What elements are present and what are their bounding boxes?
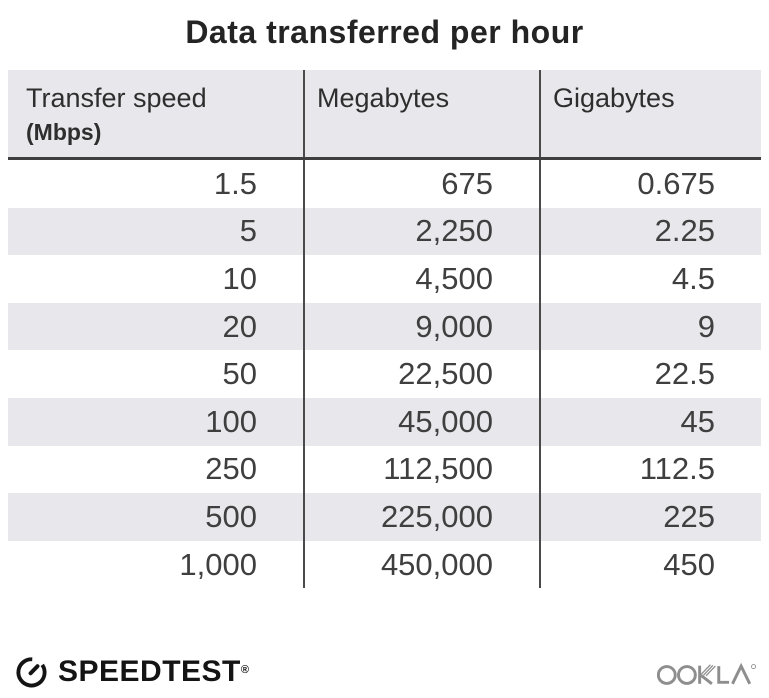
table-row: 500 225,000 225: [8, 493, 761, 541]
table-cell: 2,250: [303, 207, 539, 256]
speedtest-gauge-icon: [16, 657, 47, 688]
table-cell: 112.5: [539, 445, 761, 494]
header-label-transfer-speed: Transfer speed: [26, 83, 207, 113]
table-cell: 225,000: [303, 493, 539, 541]
table-row: 1.5 675 0.675: [8, 160, 761, 208]
table-cell: 22.5: [539, 350, 761, 398]
table-row: 1,000 450,000 450: [8, 540, 761, 589]
ookla-logo: [657, 662, 757, 685]
table-cell: 500: [205, 498, 257, 534]
footer: SPEEDTEST®: [14, 650, 757, 692]
table-row: 5 2,250 2.25: [8, 207, 761, 256]
table-cell: 4,500: [303, 255, 539, 303]
speedtest-logo: SPEEDTEST®: [14, 653, 249, 690]
table-body: 1.5 675 0.675 5 2,250 2.25 10 4,500 4.5 20 9,000 9 5…: [8, 160, 761, 589]
table-cell: 1,000: [179, 546, 257, 582]
header-label-gigabytes: Gigabytes: [553, 83, 675, 113]
table-cell: 45: [539, 397, 761, 446]
table-row: 250 112,500 112.5: [8, 445, 761, 494]
header-cell-megabytes: Megabytes: [303, 70, 539, 157]
table-cell: 5: [239, 213, 257, 249]
table-row: 10 4,500 4.5: [8, 255, 761, 303]
table-row: 50 22,500 22.5: [8, 350, 761, 398]
data-table: Transfer speed (Mbps) Megabytes Gigabyte…: [8, 70, 761, 589]
table-cell: 0.675: [539, 160, 761, 208]
header-cell-gigabytes: Gigabytes: [539, 70, 761, 157]
page-title: Data transferred per hour: [185, 14, 584, 50]
table-cell: 675: [303, 160, 539, 208]
table-cell: 9: [539, 302, 761, 351]
table-cell: 9,000: [303, 302, 539, 351]
table-cell: 22,500: [303, 350, 539, 398]
header-cell-transfer-speed: Transfer speed (Mbps): [8, 70, 303, 157]
table-cell: 450,000: [303, 540, 539, 589]
table-cell: 100: [205, 403, 257, 439]
table-cell: 225: [539, 493, 761, 541]
table-cell: 10: [222, 260, 257, 296]
header-sublabel-mbps: (Mbps): [26, 119, 102, 145]
table-header: Transfer speed (Mbps) Megabytes Gigabyte…: [8, 70, 761, 160]
table-row: 100 45,000 45: [8, 397, 761, 446]
speedtest-wordmark: SPEEDTEST®: [58, 654, 250, 688]
ookla-registered-mark: [751, 664, 757, 670]
table-cell: 250: [205, 451, 257, 487]
header-label-megabytes: Megabytes: [317, 83, 450, 113]
table-cell: 1.5: [213, 165, 257, 201]
table-cell: 450: [539, 540, 761, 589]
table-row: 20 9,000 9: [8, 302, 761, 351]
table-cell: 2.25: [539, 207, 761, 256]
speedtest-registered-mark: ®: [240, 663, 250, 676]
table-cell: 4.5: [539, 255, 761, 303]
table-cell: 112,500: [303, 445, 539, 494]
table-cell: 50: [222, 356, 257, 392]
table-cell: 45,000: [303, 397, 539, 446]
table-cell: 20: [222, 308, 257, 344]
